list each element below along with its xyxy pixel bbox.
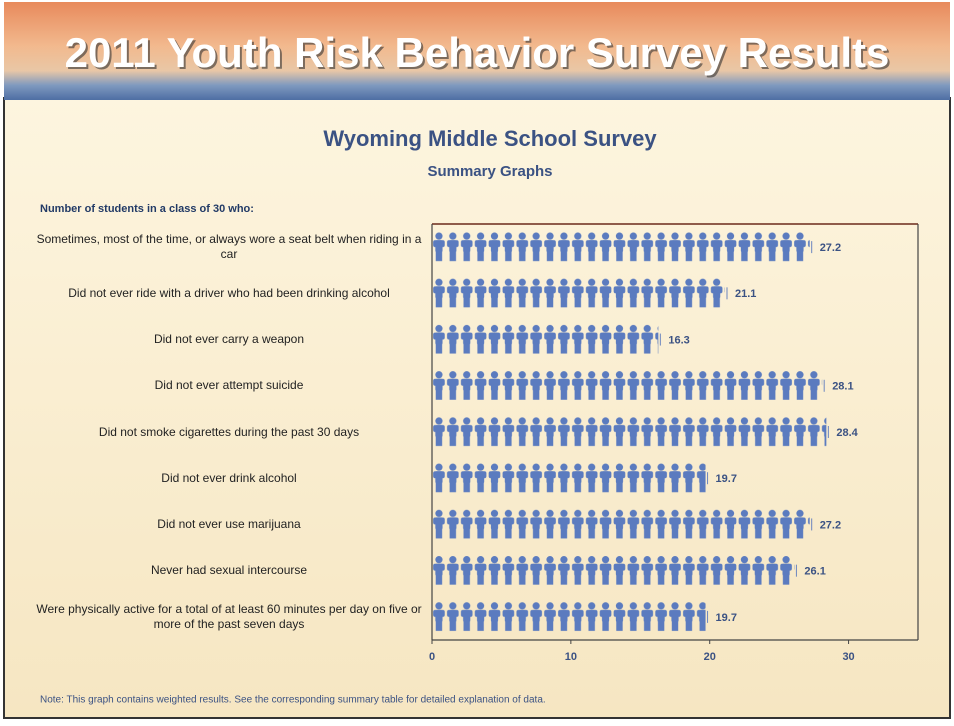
bar bbox=[432, 316, 659, 363]
value-label: 28.4 bbox=[836, 427, 858, 439]
bar bbox=[432, 547, 795, 594]
note: Note: This graph contains weighted resul… bbox=[40, 695, 546, 706]
value-label: 21.1 bbox=[735, 288, 756, 300]
y-label: Number of students in a class of 30 who: bbox=[40, 203, 254, 215]
x-tick-label: 0 bbox=[429, 651, 435, 663]
x-tick-label: 20 bbox=[704, 651, 716, 663]
header-shadow: 2011 Youth Risk Behavior Survey Results bbox=[67, 31, 892, 78]
category-label: Never had sexual intercourse bbox=[150, 563, 308, 578]
category-label: Did not ever ride with a driver who had … bbox=[68, 285, 390, 300]
category-label: Did not smoke cigarettes during the past… bbox=[98, 424, 360, 439]
bar bbox=[432, 455, 706, 502]
category-label: Did not ever drink alcohol bbox=[161, 470, 297, 485]
x-tick-label: 10 bbox=[565, 651, 577, 663]
bar bbox=[432, 224, 810, 271]
category-label: Did not ever attempt suicide bbox=[154, 378, 304, 393]
value-label: 19.7 bbox=[716, 612, 737, 624]
value-label: 27.2 bbox=[820, 519, 841, 531]
category-label: Did not ever use marijuana bbox=[157, 516, 301, 531]
x-tick-label: 30 bbox=[842, 651, 854, 663]
category-label: Did not ever carry a weapon bbox=[153, 332, 305, 347]
chart-title: Wyoming Middle School Survey bbox=[323, 126, 657, 151]
bar bbox=[432, 593, 706, 640]
value-label: 28.1 bbox=[832, 381, 853, 393]
bar bbox=[432, 408, 827, 456]
bar bbox=[432, 501, 810, 548]
category-label: Were physically active for a total of at… bbox=[36, 601, 422, 631]
header-banner bbox=[4, 2, 950, 100]
category-label: Sometimes, most of the time, or always w… bbox=[36, 232, 422, 262]
value-label: 19.7 bbox=[716, 473, 737, 485]
value-label: 26.1 bbox=[804, 566, 825, 578]
chart-subtitle: Summary Graphs bbox=[427, 163, 552, 180]
value-label: 16.3 bbox=[668, 334, 689, 346]
header-title: 2011 Youth Risk Behavior Survey Results bbox=[65, 29, 890, 76]
value-label: 27.2 bbox=[820, 242, 841, 254]
bar bbox=[432, 270, 725, 317]
bar bbox=[432, 362, 823, 409]
